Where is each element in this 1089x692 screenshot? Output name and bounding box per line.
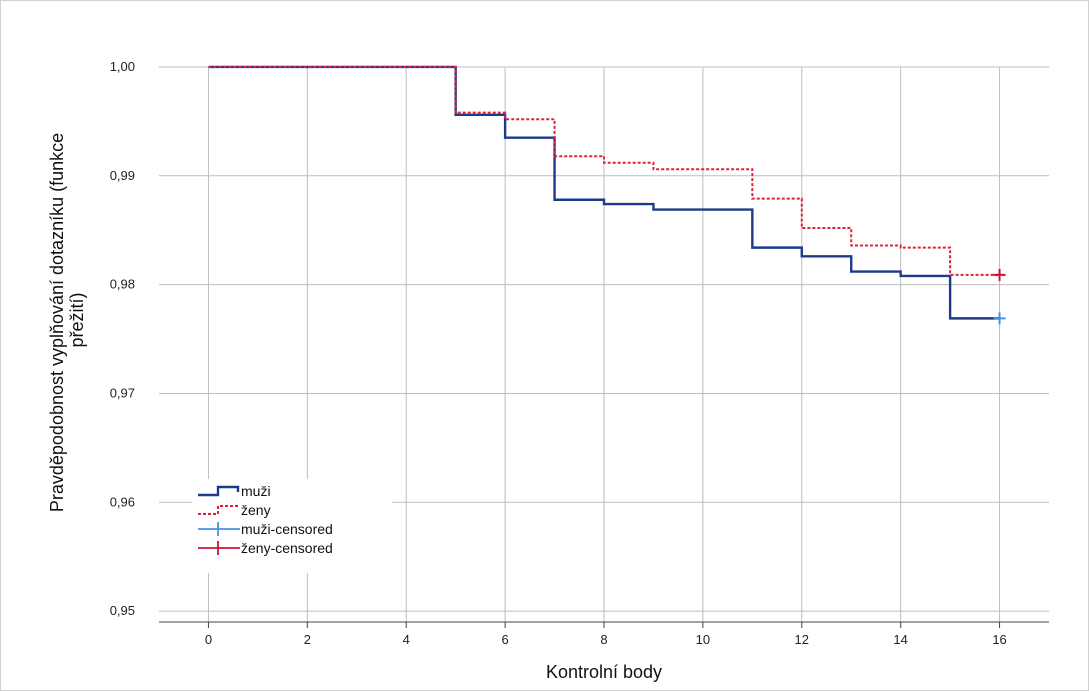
y-axis-title: Pravděpodobnost vyplňování dotazníku (fu… — [47, 128, 87, 512]
x-tick-label: 8 — [600, 632, 607, 647]
legend-background — [192, 479, 392, 573]
legend-swatch-muži-censored — [198, 522, 240, 536]
y-tick-label: 0,99 — [110, 168, 135, 183]
legend-label-ženy: ženy — [241, 502, 271, 518]
y-axis-title-line-2: přežití) — [67, 292, 87, 347]
censored-marker-muži-censored — [993, 312, 1006, 325]
x-axis-title: Kontrolní body — [546, 662, 662, 682]
y-tick-label: 0,95 — [110, 603, 135, 618]
legend-label-muži-censored: muži-censored — [241, 521, 333, 537]
legend-label-muži: muži — [241, 483, 271, 499]
series-line-ženy — [208, 65, 1000, 276]
series-line-muži — [208, 65, 1000, 320]
x-tick-label: 0 — [205, 632, 212, 647]
legend-swatch-ženy-censored — [198, 541, 240, 555]
x-tick-label: 10 — [696, 632, 710, 647]
x-tick-label: 4 — [403, 632, 410, 647]
series-layer — [208, 65, 1006, 325]
y-axis-title-line-1: Pravděpodobnost vyplňování dotazníku (fu… — [47, 133, 67, 512]
y-tick-label: 0,96 — [110, 494, 135, 509]
y-tick-label: 0,98 — [110, 277, 135, 292]
legend-swatch-muži — [198, 485, 240, 497]
legend-swatch-ženy — [198, 505, 238, 515]
axis-layer: 0,95 0,96 0,97 0,98 0,99 1,00 0 2 4 6 8 10 12 14 16 — [110, 59, 1049, 647]
x-tick-label: 12 — [795, 632, 809, 647]
legend: muži ženy muži-censored ženy-censored — [192, 479, 392, 573]
x-tick-label: 14 — [893, 632, 907, 647]
x-tick-label: 2 — [304, 632, 311, 647]
x-tick-label: 16 — [992, 632, 1006, 647]
y-tick-label: 1,00 — [110, 59, 135, 74]
y-tick-label: 0,97 — [110, 385, 135, 400]
censored-marker-ženy-censored — [993, 268, 1006, 281]
legend-label-ženy-censored: ženy-censored — [241, 540, 333, 556]
x-tick-label: 6 — [501, 632, 508, 647]
